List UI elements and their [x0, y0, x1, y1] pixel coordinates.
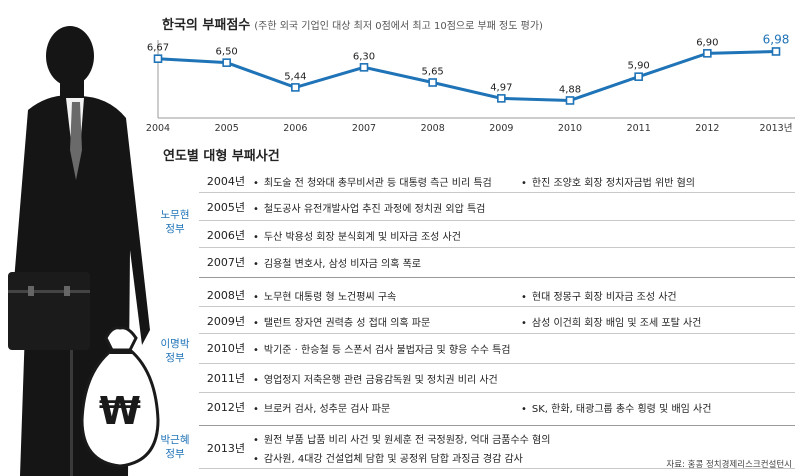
incident-item: 브로커 검사, 성추문 검사 파문 — [253, 400, 390, 415]
chart-title-main: 한국의 부패점수 — [162, 18, 251, 33]
admin-label-park: 박근혜 정부 — [152, 433, 198, 461]
admin-label-lee: 이명박 정부 — [152, 337, 198, 365]
incident-row: 2013년 원전 부품 납품 비리 사건 및 원세훈 전 국정원장, 억대 금품수… — [199, 428, 795, 469]
briefcase-icon — [8, 258, 90, 350]
row-year: 2013년 — [206, 442, 245, 455]
x-tick-label: 2005 — [215, 123, 239, 134]
source-note: 자료: 홍콩 정치경제리스크컨설턴시 — [666, 460, 792, 470]
row-year: 2005년 — [206, 201, 245, 214]
row-year: 2010년 — [206, 342, 245, 355]
incident-item: 철도공사 유전개발사업 추진 과정에 정치권 외압 특검 — [253, 200, 485, 215]
data-point — [497, 94, 506, 103]
x-tick-label: 2004 — [146, 123, 170, 134]
data-point — [634, 72, 643, 81]
won-symbol: ₩ — [99, 389, 141, 433]
row-year: 2004년 — [206, 175, 245, 188]
x-tick-label: 2009 — [489, 123, 513, 134]
incident-item: 한진 조양호 회장 정치자금법 위반 혐의 — [521, 174, 695, 189]
series-line — [157, 49, 777, 102]
incident-item: 최도술 전 청와대 총무비서관 등 대통령 측근 비리 특검 — [253, 174, 492, 189]
businessman-silhouette-icon: ₩ — [8, 26, 160, 476]
data-label: 5,65 — [422, 67, 444, 78]
data-point — [771, 47, 781, 56]
data-label: 4,88 — [559, 84, 581, 95]
data-point — [153, 54, 163, 64]
row-year: 2011년 — [206, 372, 245, 385]
incident-item: 삼성 이건희 회장 배임 및 조세 포탈 사건 — [521, 314, 701, 329]
data-point — [428, 78, 437, 87]
incident-item: 원전 부품 납품 비리 사건 및 원세훈 전 국정원장, 억대 금품수수 혐의 — [253, 431, 551, 446]
admin-suffix: 정부 — [165, 352, 185, 364]
row-year: 2008년 — [206, 289, 245, 302]
data-label: 5,44 — [284, 71, 306, 82]
incident-row: 2004년 최도술 전 청와대 총무비서관 등 대통령 측근 비리 특검 한진 조양… — [199, 166, 795, 193]
data-label: 6,30 — [353, 51, 375, 62]
incident-item: 탤런트 장자연 권력층 성 접대 의혹 파문 — [253, 314, 430, 329]
incident-row: 2012년 브로커 검사, 성추문 검사 파문 SK, 한화, 태광그룹 총수 횡령… — [199, 392, 795, 426]
x-tick-label: 2006 — [283, 123, 307, 134]
x-tick-label: 2008 — [421, 123, 445, 134]
data-label: 6,67 — [147, 43, 169, 54]
x-tick-label: 2011 — [627, 123, 651, 134]
admin-name: 박근혜 — [160, 434, 190, 446]
x-tick-label: 2012 — [695, 123, 719, 134]
admin-name: 노무현 — [160, 209, 190, 221]
money-bag-icon: ₩ — [80, 326, 160, 468]
chart-title: 한국의 부패점수 (주한 외국 기업인 대상 최저 0점에서 최고 10점으로 부… — [162, 14, 543, 33]
data-point — [703, 49, 712, 58]
incident-row: 2010년 박기준 · 한승철 등 스폰서 검사 불법자금 및 향응 수수 특검 — [199, 333, 795, 364]
incident-item: 김용철 변호사, 삼성 비자금 의혹 폭로 — [253, 255, 421, 270]
incident-item: 두산 박용성 회장 분식회계 및 비자금 조성 사건 — [253, 228, 461, 243]
row-year: 2009년 — [206, 315, 245, 328]
section-title: 연도별 대형 부패사건 — [163, 149, 280, 164]
admin-suffix: 정부 — [165, 448, 185, 460]
data-label: 6,90 — [696, 37, 718, 48]
incident-row: 2005년 철도공사 유전개발사업 추진 과정에 정치권 외압 특검 — [199, 192, 795, 221]
incident-row: 2009년 탤런트 장자연 권력층 성 접대 의혹 파문 삼성 이건희 회장 배임 … — [199, 306, 795, 334]
data-label: 5,90 — [628, 61, 650, 72]
admin-suffix: 정부 — [165, 223, 185, 235]
incident-item: 현대 정몽구 회장 비자금 조성 사건 — [521, 288, 677, 303]
x-tick-label: 2010 — [558, 123, 582, 134]
row-year: 2007년 — [206, 256, 245, 269]
data-label: 4,97 — [490, 82, 512, 93]
incident-row: 2007년 김용철 변호사, 삼성 비자금 의혹 폭로 — [199, 247, 795, 278]
incident-row: 2011년 영업정지 저축은행 관련 금융감독원 및 정치권 비리 사건 — [199, 363, 795, 393]
admin-name: 이명박 — [160, 338, 190, 350]
incident-row: 2006년 두산 박용성 회장 분식회계 및 비자금 조성 사건 — [199, 220, 795, 248]
admin-label-roh: 노무현 정부 — [152, 208, 198, 236]
data-point — [359, 63, 369, 72]
incident-item: 영업정지 저축은행 관련 금융감독원 및 정치권 비리 사건 — [253, 371, 498, 386]
incident-item: 감사원, 4대강 건설업체 담합 및 공정위 담합 과징금 경감 감사 — [253, 450, 523, 465]
incident-item: 노무현 대통령 형 노건평씨 구속 — [253, 288, 396, 303]
row-year: 2012년 — [206, 401, 245, 414]
data-label: 6,98 — [763, 32, 790, 46]
incident-row: 2008년 노무현 대통령 형 노건평씨 구속 현대 정몽구 회장 비자금 조성 사… — [199, 280, 795, 307]
data-label: 6,50 — [216, 47, 238, 58]
incident-item: SK, 한화, 태광그룹 총수 횡령 및 배임 사건 — [521, 400, 712, 415]
incident-item: 박기준 · 한승철 등 스폰서 검사 불법자금 및 향응 수수 특검 — [253, 341, 511, 356]
chart-subtitle: (주한 외국 기업인 대상 최저 0점에서 최고 10점으로 부패 정도 평가) — [254, 21, 543, 32]
row-year: 2006년 — [206, 229, 245, 242]
data-point — [222, 58, 231, 67]
x-tick-label: 2007 — [352, 123, 376, 134]
x-tick-label: 2013년 — [760, 123, 793, 134]
data-point — [565, 96, 575, 105]
data-point — [291, 83, 300, 92]
